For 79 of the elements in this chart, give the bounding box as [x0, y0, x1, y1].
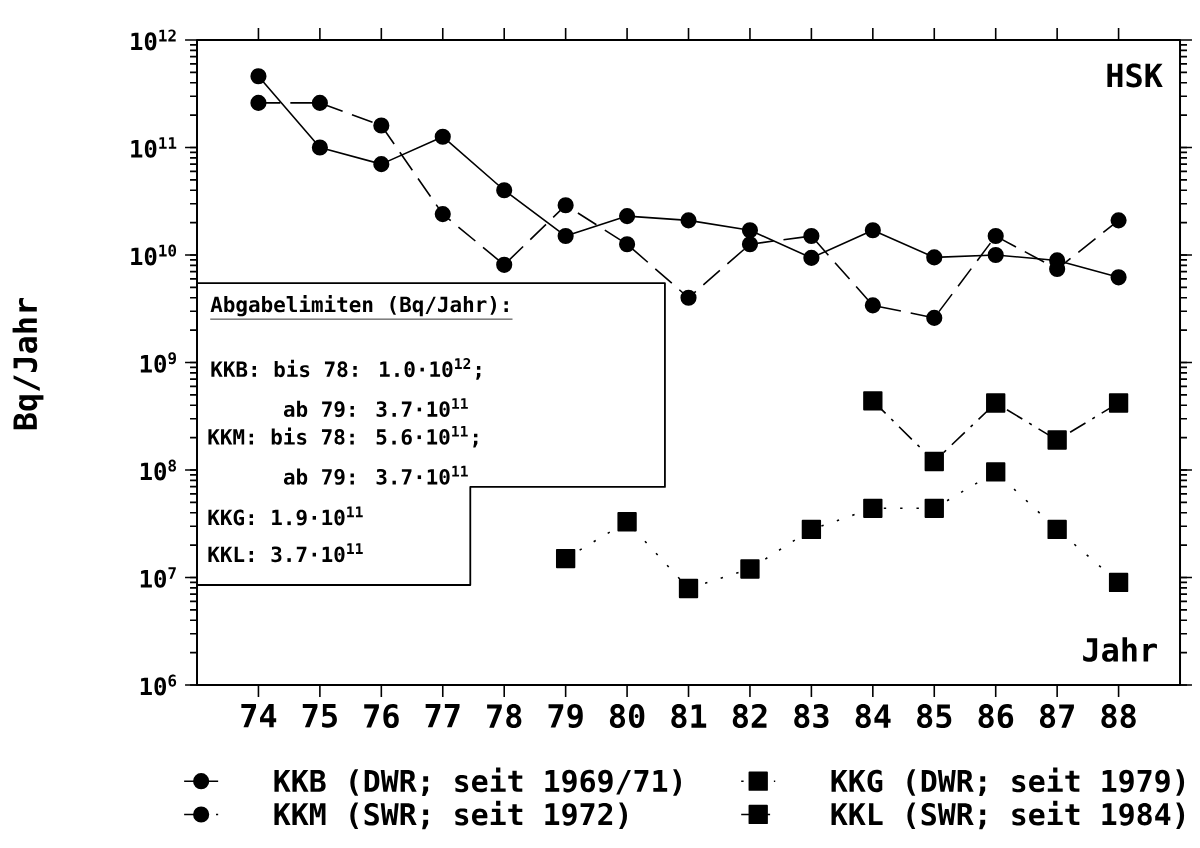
point [1047, 519, 1067, 540]
x-tick-label: 85 [917, 703, 952, 729]
point [555, 548, 576, 569]
annotation: KKM: bis 78: 5.6·10$^{11}$; [208, 425, 478, 448]
point [987, 227, 1004, 245]
y-tick-label: 10$^{7}$ [140, 567, 176, 588]
point [803, 249, 820, 266]
point [434, 206, 451, 223]
point [557, 197, 574, 214]
point [680, 212, 697, 229]
x-axis-title: Jahr [1083, 637, 1157, 662]
point [864, 297, 881, 314]
point [496, 182, 513, 199]
annotation: HSK [1107, 63, 1163, 88]
annotation: Abgabelimiten (Bq/Jahr): [210, 294, 508, 317]
x-tick-label: 74 [241, 703, 277, 728]
point [250, 94, 267, 111]
point [924, 498, 944, 518]
point [1110, 269, 1127, 286]
y-tick-label: 10$^{10}$ [131, 244, 177, 266]
x-tick-label: 84 [855, 703, 891, 729]
point [864, 222, 881, 239]
annotation: KKL: 3.7·10$^{11}$ [208, 543, 363, 563]
point [1110, 212, 1127, 229]
x-tick-label: 78 [487, 703, 522, 729]
legend-label: KKL (SWR; seit 1984) [831, 800, 1185, 830]
point [617, 512, 637, 532]
x-tick-label: 86 [978, 703, 1014, 729]
y-tick-label: 10$^{6}$ [140, 674, 177, 696]
x-tick-label: 83 [794, 703, 829, 729]
point [741, 236, 759, 253]
x-tick-label: 80 [609, 703, 645, 729]
point [926, 249, 943, 266]
point [496, 256, 513, 273]
point [986, 393, 1006, 413]
point [863, 391, 883, 411]
x-tick-label: 79 [548, 703, 583, 729]
point [557, 227, 574, 245]
legend-label: KKB (DWR; seit 1969/71) [274, 767, 681, 797]
point [619, 208, 636, 225]
x-tick-label: 87 [1039, 703, 1074, 729]
y-tick-label: 10$^{11}$ [131, 137, 177, 158]
point [1108, 572, 1129, 593]
point [619, 236, 636, 253]
y-tick-label: 10$^{8}$ [140, 459, 177, 481]
point [803, 227, 820, 245]
x-tick-label: 82 [732, 703, 767, 729]
point [434, 128, 451, 145]
legend-label: KKM (SWR; seit 1972) [274, 800, 628, 830]
annotation: KKG: 1.9·10$^{11}$ [208, 506, 363, 526]
x-tick-label: 81 [671, 703, 707, 729]
point [373, 117, 390, 134]
annotation: ab 79: 3.7·10$^{11}$ [283, 465, 468, 485]
x-tick-label: 77 [425, 703, 460, 728]
point [1047, 430, 1067, 450]
point [311, 139, 328, 156]
y-tick-label: 10$^{9}$ [140, 352, 176, 373]
point [250, 68, 267, 85]
point [986, 462, 1006, 482]
point [680, 289, 697, 306]
legend-label: KKG (DWR; seit 1979) [831, 767, 1185, 797]
y-tick-label: 10$^{12}$ [131, 29, 176, 51]
point [987, 246, 1004, 264]
annotation: ab 79: 3.7·10$^{11}$ [283, 398, 468, 418]
point [924, 451, 944, 472]
point [740, 559, 760, 579]
point [801, 519, 822, 540]
point [863, 498, 883, 518]
point [1108, 393, 1129, 413]
point [373, 156, 390, 173]
point [311, 94, 328, 111]
y-axis-title: Bq/Jahr [12, 298, 44, 430]
annotation: KKB: bis 78: 1.0·10$^{12}$; [211, 358, 481, 380]
point [678, 578, 699, 599]
point [741, 222, 759, 239]
x-tick-label: 76 [364, 703, 399, 729]
x-tick-label: 75 [302, 703, 337, 728]
x-tick-label: 88 [1101, 703, 1136, 729]
point [926, 309, 943, 326]
